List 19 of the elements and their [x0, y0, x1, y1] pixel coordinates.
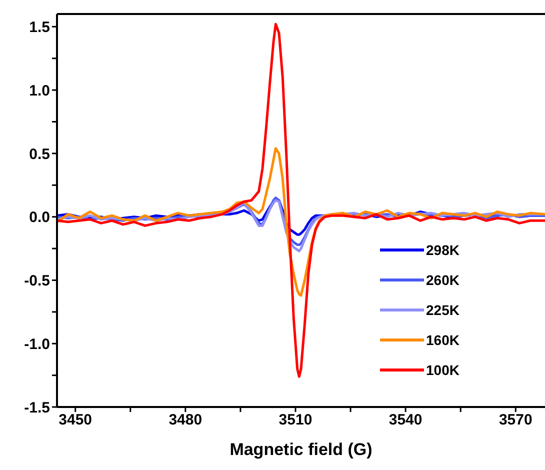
y-tick-label: -1.5 — [24, 399, 50, 416]
x-axis-title: Magnetic field (G) — [230, 440, 372, 459]
legend-label: 260K — [426, 271, 460, 290]
y-tick-label: 1.0 — [29, 82, 50, 100]
y-tick-label: -1.0 — [24, 336, 50, 353]
x-tick-label: 3570 — [498, 412, 532, 429]
x-tick-label: 3480 — [168, 412, 202, 429]
x-tick-label: 3540 — [388, 412, 422, 429]
y-tick-label: 1.5 — [29, 19, 50, 36]
line-series — [57, 22, 545, 378]
legend-label: 160K — [426, 331, 460, 350]
legend-label: 100K — [426, 361, 460, 380]
y-tick-label: 0.0 — [29, 209, 50, 226]
x-tick-label: 3450 — [58, 412, 92, 429]
legend-label: 298K — [426, 241, 460, 260]
legend-label: 225K — [426, 301, 460, 320]
x-tick-label: 3510 — [278, 412, 312, 429]
y-tick-label: -0.5 — [24, 272, 50, 290]
y-tick-label: 0.5 — [29, 146, 50, 163]
